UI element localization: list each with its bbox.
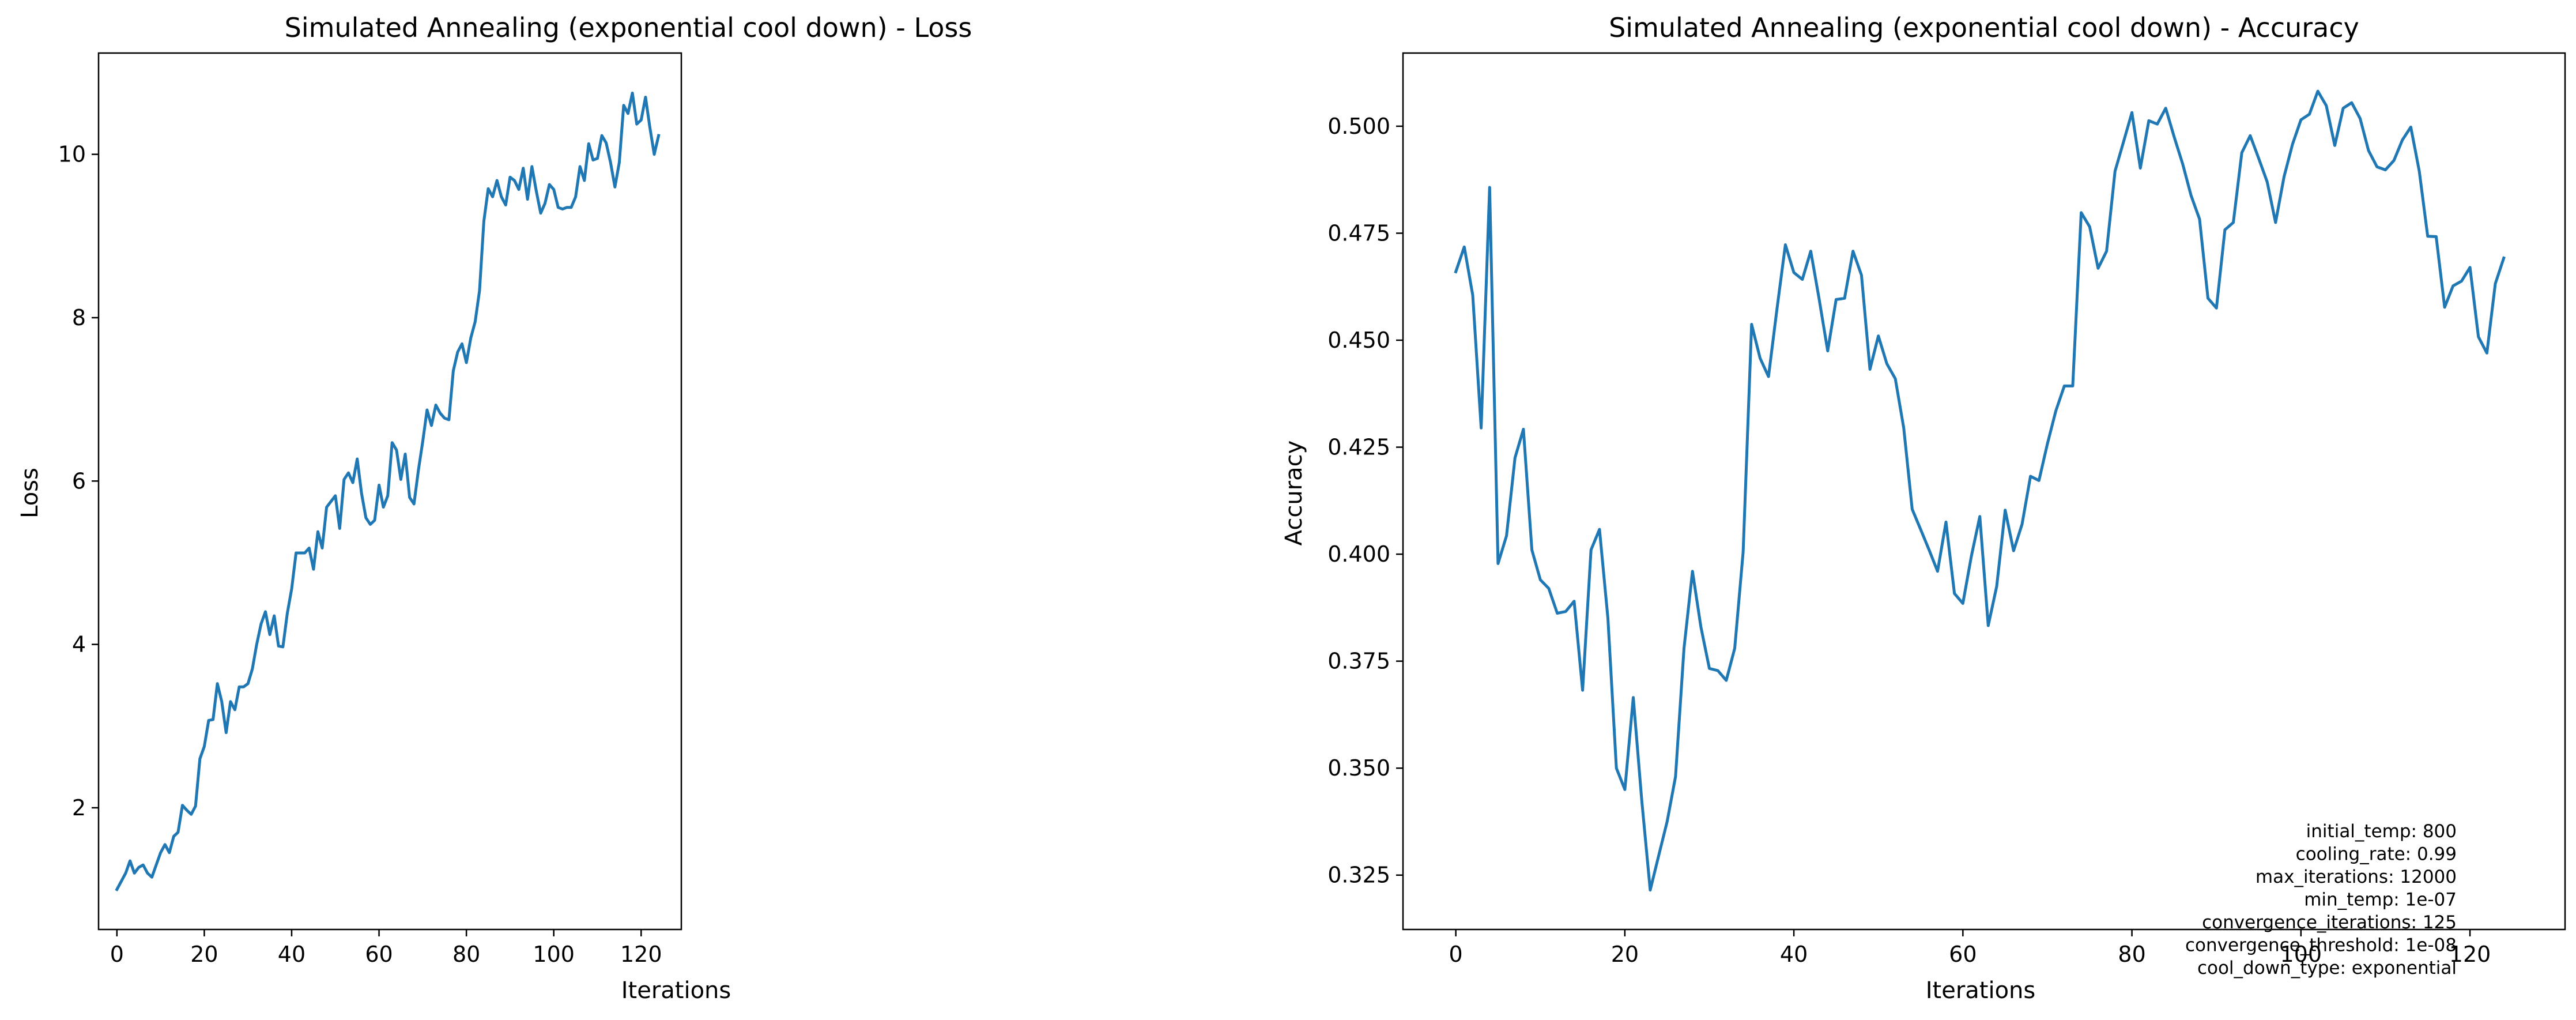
x-tick-label: 60 bbox=[365, 942, 393, 967]
x-tick-label: 100 bbox=[533, 942, 575, 967]
loss-y-ticks: 2 4 6 8 10 bbox=[58, 142, 99, 820]
loss-x-ticks: 0 20 40 60 80 100 120 bbox=[110, 929, 662, 967]
annotation-line: initial_temp: 800 bbox=[2306, 821, 2457, 842]
series-line-0 bbox=[1454, 89, 2506, 892]
annotation-line: convergence_threshold: 1e-08 bbox=[2185, 935, 2457, 956]
accuracy-plot-frame bbox=[1402, 52, 2566, 931]
annotation-line: min_temp: 1e-07 bbox=[2304, 890, 2457, 910]
x-tick-label: 120 bbox=[2449, 942, 2491, 967]
loss-chart: Simulated Annealing (exponential cool do… bbox=[17, 12, 972, 1004]
y-tick-label: 4 bbox=[72, 632, 86, 657]
x-tick-label: 40 bbox=[278, 942, 306, 967]
x-tick-label: 100 bbox=[2280, 942, 2322, 967]
loss-chart-title: Simulated Annealing (exponential cool do… bbox=[285, 12, 972, 43]
y-tick-label: 0.500 bbox=[1327, 114, 1390, 139]
y-tick-label: 0.375 bbox=[1327, 649, 1390, 674]
accuracy-y-axis-label: Accuracy bbox=[1281, 441, 1307, 546]
loss-x-axis-label: Iterations bbox=[621, 977, 731, 1004]
annotation-line: convergence_iterations: 125 bbox=[2202, 912, 2457, 933]
accuracy-chart-title: Simulated Annealing (exponential cool do… bbox=[1609, 12, 2359, 43]
loss-plot-frame bbox=[97, 52, 682, 931]
loss-y-axis-label: Loss bbox=[17, 468, 43, 518]
annotation-line: cooling_rate: 0.99 bbox=[2296, 844, 2457, 865]
y-tick-label: 0.450 bbox=[1327, 328, 1390, 353]
y-tick-label: 2 bbox=[72, 795, 86, 820]
accuracy-x-axis-label: Iterations bbox=[1926, 977, 2036, 1004]
x-tick-label: 80 bbox=[2118, 942, 2145, 967]
y-tick-label: 0.400 bbox=[1327, 541, 1390, 567]
x-tick-label: 20 bbox=[1611, 942, 1639, 967]
y-tick-label: 6 bbox=[72, 468, 86, 494]
y-tick-label: 0.350 bbox=[1327, 755, 1390, 781]
accuracy-chart: Simulated Annealing (exponential cool do… bbox=[1281, 12, 2566, 1004]
accuracy-y-ticks: 0.325 0.350 0.375 0.400 0.425 0.450 0.475 0.500 bbox=[1327, 114, 1403, 888]
x-tick-label: 0 bbox=[1449, 942, 1463, 967]
series-line-0 bbox=[115, 91, 661, 891]
annotation-line: cool_down_type: exponential bbox=[2197, 958, 2457, 978]
y-tick-label: 0.325 bbox=[1327, 863, 1390, 888]
x-tick-label: 80 bbox=[452, 942, 480, 967]
x-tick-label: 0 bbox=[110, 942, 124, 967]
x-tick-label: 120 bbox=[620, 942, 662, 967]
x-tick-label: 20 bbox=[190, 942, 218, 967]
accuracy-series bbox=[1454, 89, 2506, 892]
x-tick-label: 60 bbox=[1949, 942, 1977, 967]
y-tick-label: 8 bbox=[72, 305, 86, 330]
annotation-line: max_iterations: 12000 bbox=[2256, 867, 2457, 887]
accuracy-x-ticks: 0 20 40 60 80 100 120 bbox=[1449, 929, 2491, 967]
loss-series bbox=[115, 91, 661, 891]
y-tick-label: 10 bbox=[58, 142, 86, 167]
y-tick-label: 0.475 bbox=[1327, 220, 1390, 246]
y-tick-label: 0.425 bbox=[1327, 435, 1390, 460]
x-tick-label: 40 bbox=[1780, 942, 1808, 967]
